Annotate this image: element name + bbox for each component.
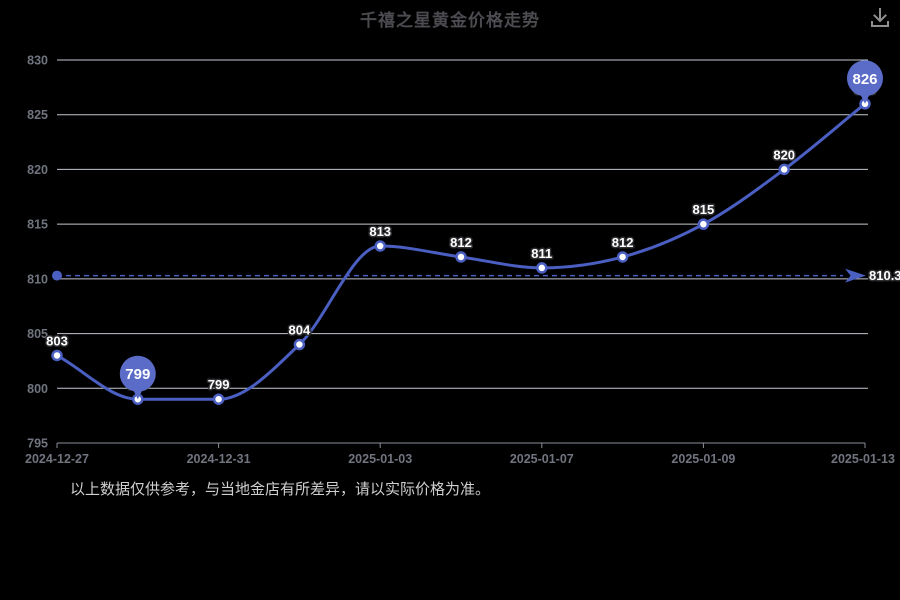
markline-start-dot <box>52 270 62 281</box>
y-axis-tick-label: 820 <box>27 163 48 177</box>
pin-marker[interactable] <box>847 60 883 97</box>
pin-marker[interactable] <box>119 355 156 392</box>
data-point[interactable] <box>697 218 710 230</box>
y-axis-tick-label: 805 <box>27 327 48 341</box>
x-axis-tick-label: 2025-01-09 <box>671 452 735 466</box>
x-axis-tick-label: 2024-12-27 <box>25 452 89 466</box>
download-icon[interactable] <box>868 5 892 29</box>
data-point[interactable] <box>616 251 629 263</box>
x-axis-tick-label: 2025-01-07 <box>510 452 574 466</box>
point-value-label: 804 <box>289 323 311 338</box>
pin-marker-label: 826 <box>852 71 877 88</box>
point-value-label: 811 <box>531 246 552 261</box>
point-value-label: 803 <box>46 333 68 348</box>
point-value-label: 812 <box>612 235 634 250</box>
x-axis-tick-label: 2025-01-13 <box>831 452 895 466</box>
data-point[interactable] <box>778 163 790 176</box>
y-axis-tick-label: 800 <box>27 382 48 396</box>
markline-arrow <box>845 268 866 283</box>
markline-label: 810.3 <box>869 268 900 283</box>
point-value-label: 799 <box>208 377 230 392</box>
x-axis-tick-label: 2024-12-31 <box>187 452 251 466</box>
point-value-label: 813 <box>369 224 391 239</box>
y-axis-tick-label: 810 <box>27 272 48 286</box>
y-axis-tick-label: 795 <box>27 437 48 451</box>
y-axis-tick-label: 830 <box>27 54 48 68</box>
data-point[interactable] <box>455 251 467 263</box>
data-point[interactable] <box>374 240 386 252</box>
x-axis-tick-label: 2025-01-03 <box>348 452 412 466</box>
data-point[interactable] <box>536 262 548 274</box>
point-value-label: 812 <box>450 235 472 250</box>
data-point[interactable] <box>212 393 225 405</box>
data-point[interactable] <box>51 349 63 362</box>
y-axis-tick-label: 815 <box>27 218 48 232</box>
point-value-label: 820 <box>773 147 795 162</box>
point-value-label: 815 <box>693 202 715 217</box>
pin-marker-label: 799 <box>125 366 150 383</box>
disclaimer-text: 以上数据仅供参考，与当地金店有所差异，请以实际价格为准。 <box>70 481 491 498</box>
chart-title: 千禧之星黄金价格走势 <box>360 11 540 30</box>
y-axis-tick-label: 825 <box>27 108 48 122</box>
data-point[interactable] <box>293 338 306 351</box>
